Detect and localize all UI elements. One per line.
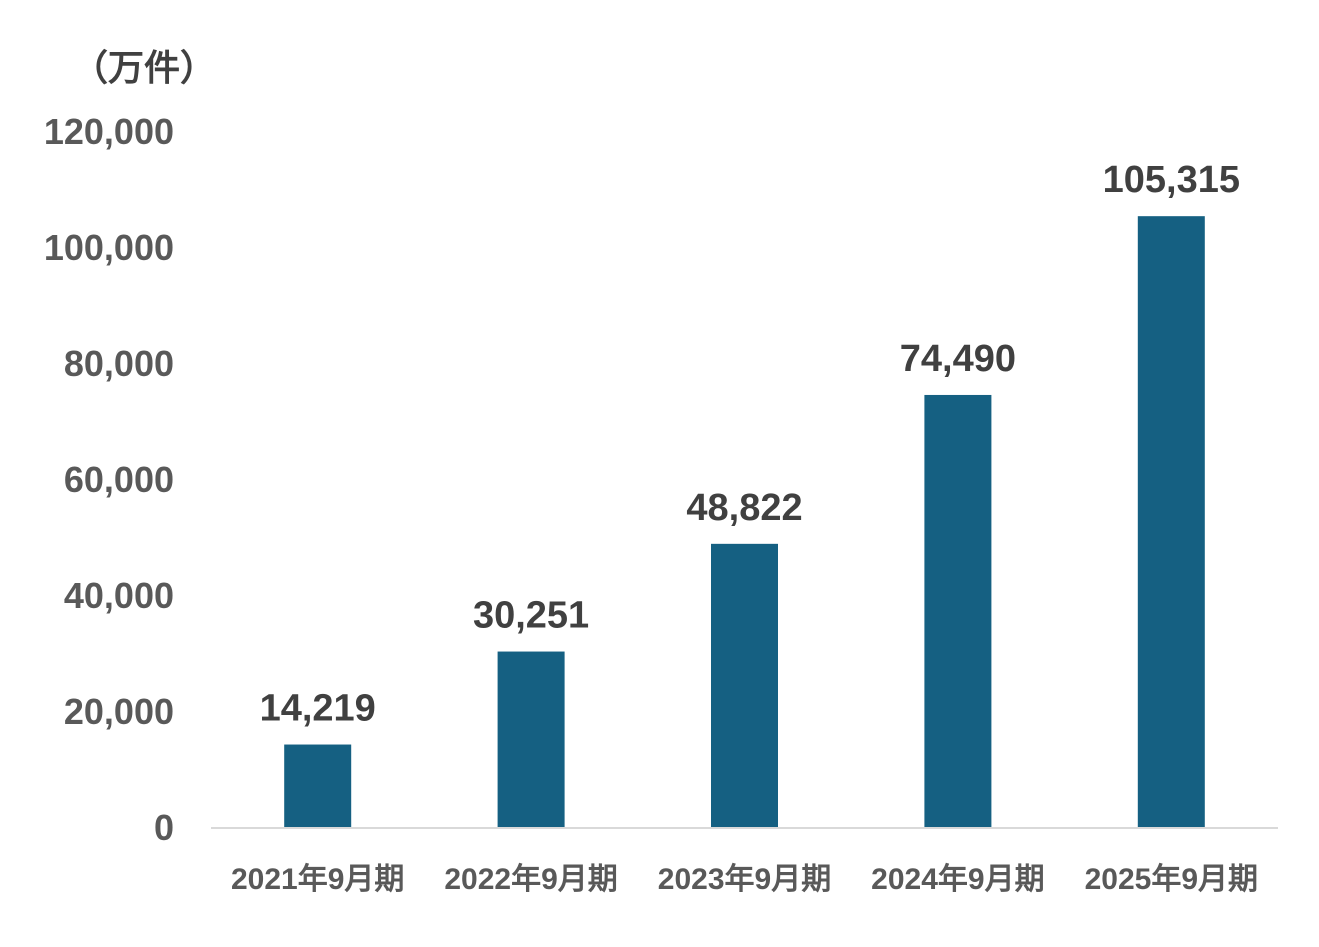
y-tick-label: 80,000: [64, 343, 174, 384]
bar-value-label: 105,315: [1103, 159, 1240, 201]
bar: [1137, 216, 1205, 828]
x-category-label: 2023年9月期: [658, 863, 831, 896]
bar-value-label: 14,219: [260, 688, 376, 730]
y-tick-label: 40,000: [64, 575, 174, 616]
bar: [497, 651, 565, 827]
bar-value-label: 74,490: [900, 338, 1016, 380]
y-tick-label: 0: [154, 807, 174, 848]
y-tick-label: 20,000: [64, 691, 174, 732]
data-labels-group: 14,219 30,251 48,822 74,490 105,315: [260, 159, 1240, 729]
y-tick-label: 120,000: [44, 111, 174, 152]
bar: [924, 394, 992, 827]
y-tick-label: 100,000: [44, 227, 174, 268]
x-category-label: 2024年9月期: [871, 863, 1044, 896]
x-axis-category-labels: 2021年9月期 2022年9月期 2023年9月期 2024年9月期 2025年9月期: [231, 863, 1258, 896]
x-category-label: 2022年9月期: [444, 863, 617, 896]
unit-label: （万件）: [72, 47, 216, 88]
bar: [284, 744, 352, 827]
bar-value-label: 48,822: [686, 487, 802, 529]
x-category-label: 2021年9月期: [231, 863, 404, 896]
x-category-label: 2025年9月期: [1085, 863, 1258, 896]
y-tick-label: 60,000: [64, 459, 174, 500]
bar-value-label: 30,251: [473, 595, 589, 637]
bar: [711, 543, 778, 827]
bars-group: [284, 216, 1205, 828]
y-axis-ticks: 0 20,000 40,000 60,000 80,000 100,000 120,000: [44, 111, 174, 848]
